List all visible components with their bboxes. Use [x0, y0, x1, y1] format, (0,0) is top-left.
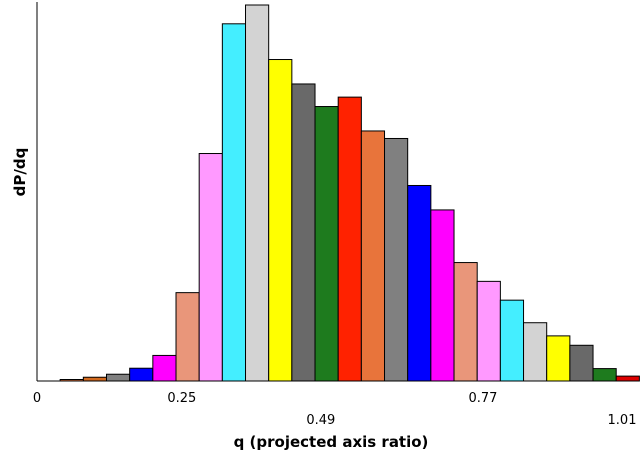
x-axis-title: q (projected axis ratio): [234, 433, 429, 451]
bar-20: [523, 322, 548, 382]
bar-18: [476, 280, 501, 382]
bar-12: [337, 96, 362, 382]
x-tick-label-0: 0: [33, 391, 41, 406]
bar-2: [106, 373, 131, 382]
bar-17: [453, 262, 478, 382]
bar-23: [592, 368, 617, 382]
bar-9: [268, 59, 293, 382]
x-tick-label-4: 1.01: [608, 413, 637, 428]
bar-15: [407, 184, 432, 382]
bar-6: [198, 153, 223, 382]
y-axis-title: dP/dq: [11, 148, 29, 197]
bar-1: [82, 376, 108, 382]
bar-21: [546, 335, 571, 382]
bar-8: [245, 4, 270, 382]
bar-0: [59, 379, 84, 382]
bars-group: [59, 4, 640, 382]
bar-14: [384, 137, 409, 382]
x-tick-labels: 0 0.25 0.49 0.77 1.01: [33, 391, 637, 428]
bar-19: [499, 299, 525, 382]
x-tick-label-1: 0.25: [167, 391, 196, 406]
bar-11: [314, 106, 339, 382]
bar-5: [175, 292, 200, 382]
bar-10: [291, 83, 316, 382]
bar-24: [615, 375, 640, 382]
bar-3: [129, 367, 154, 382]
bar-16: [430, 209, 455, 382]
x-tick-label-2: 0.49: [306, 413, 335, 428]
bar-22: [569, 344, 594, 382]
bar-4: [152, 354, 177, 382]
bar-13: [360, 130, 386, 382]
bar-7: [221, 23, 247, 382]
x-tick-label-3: 0.77: [469, 391, 498, 406]
